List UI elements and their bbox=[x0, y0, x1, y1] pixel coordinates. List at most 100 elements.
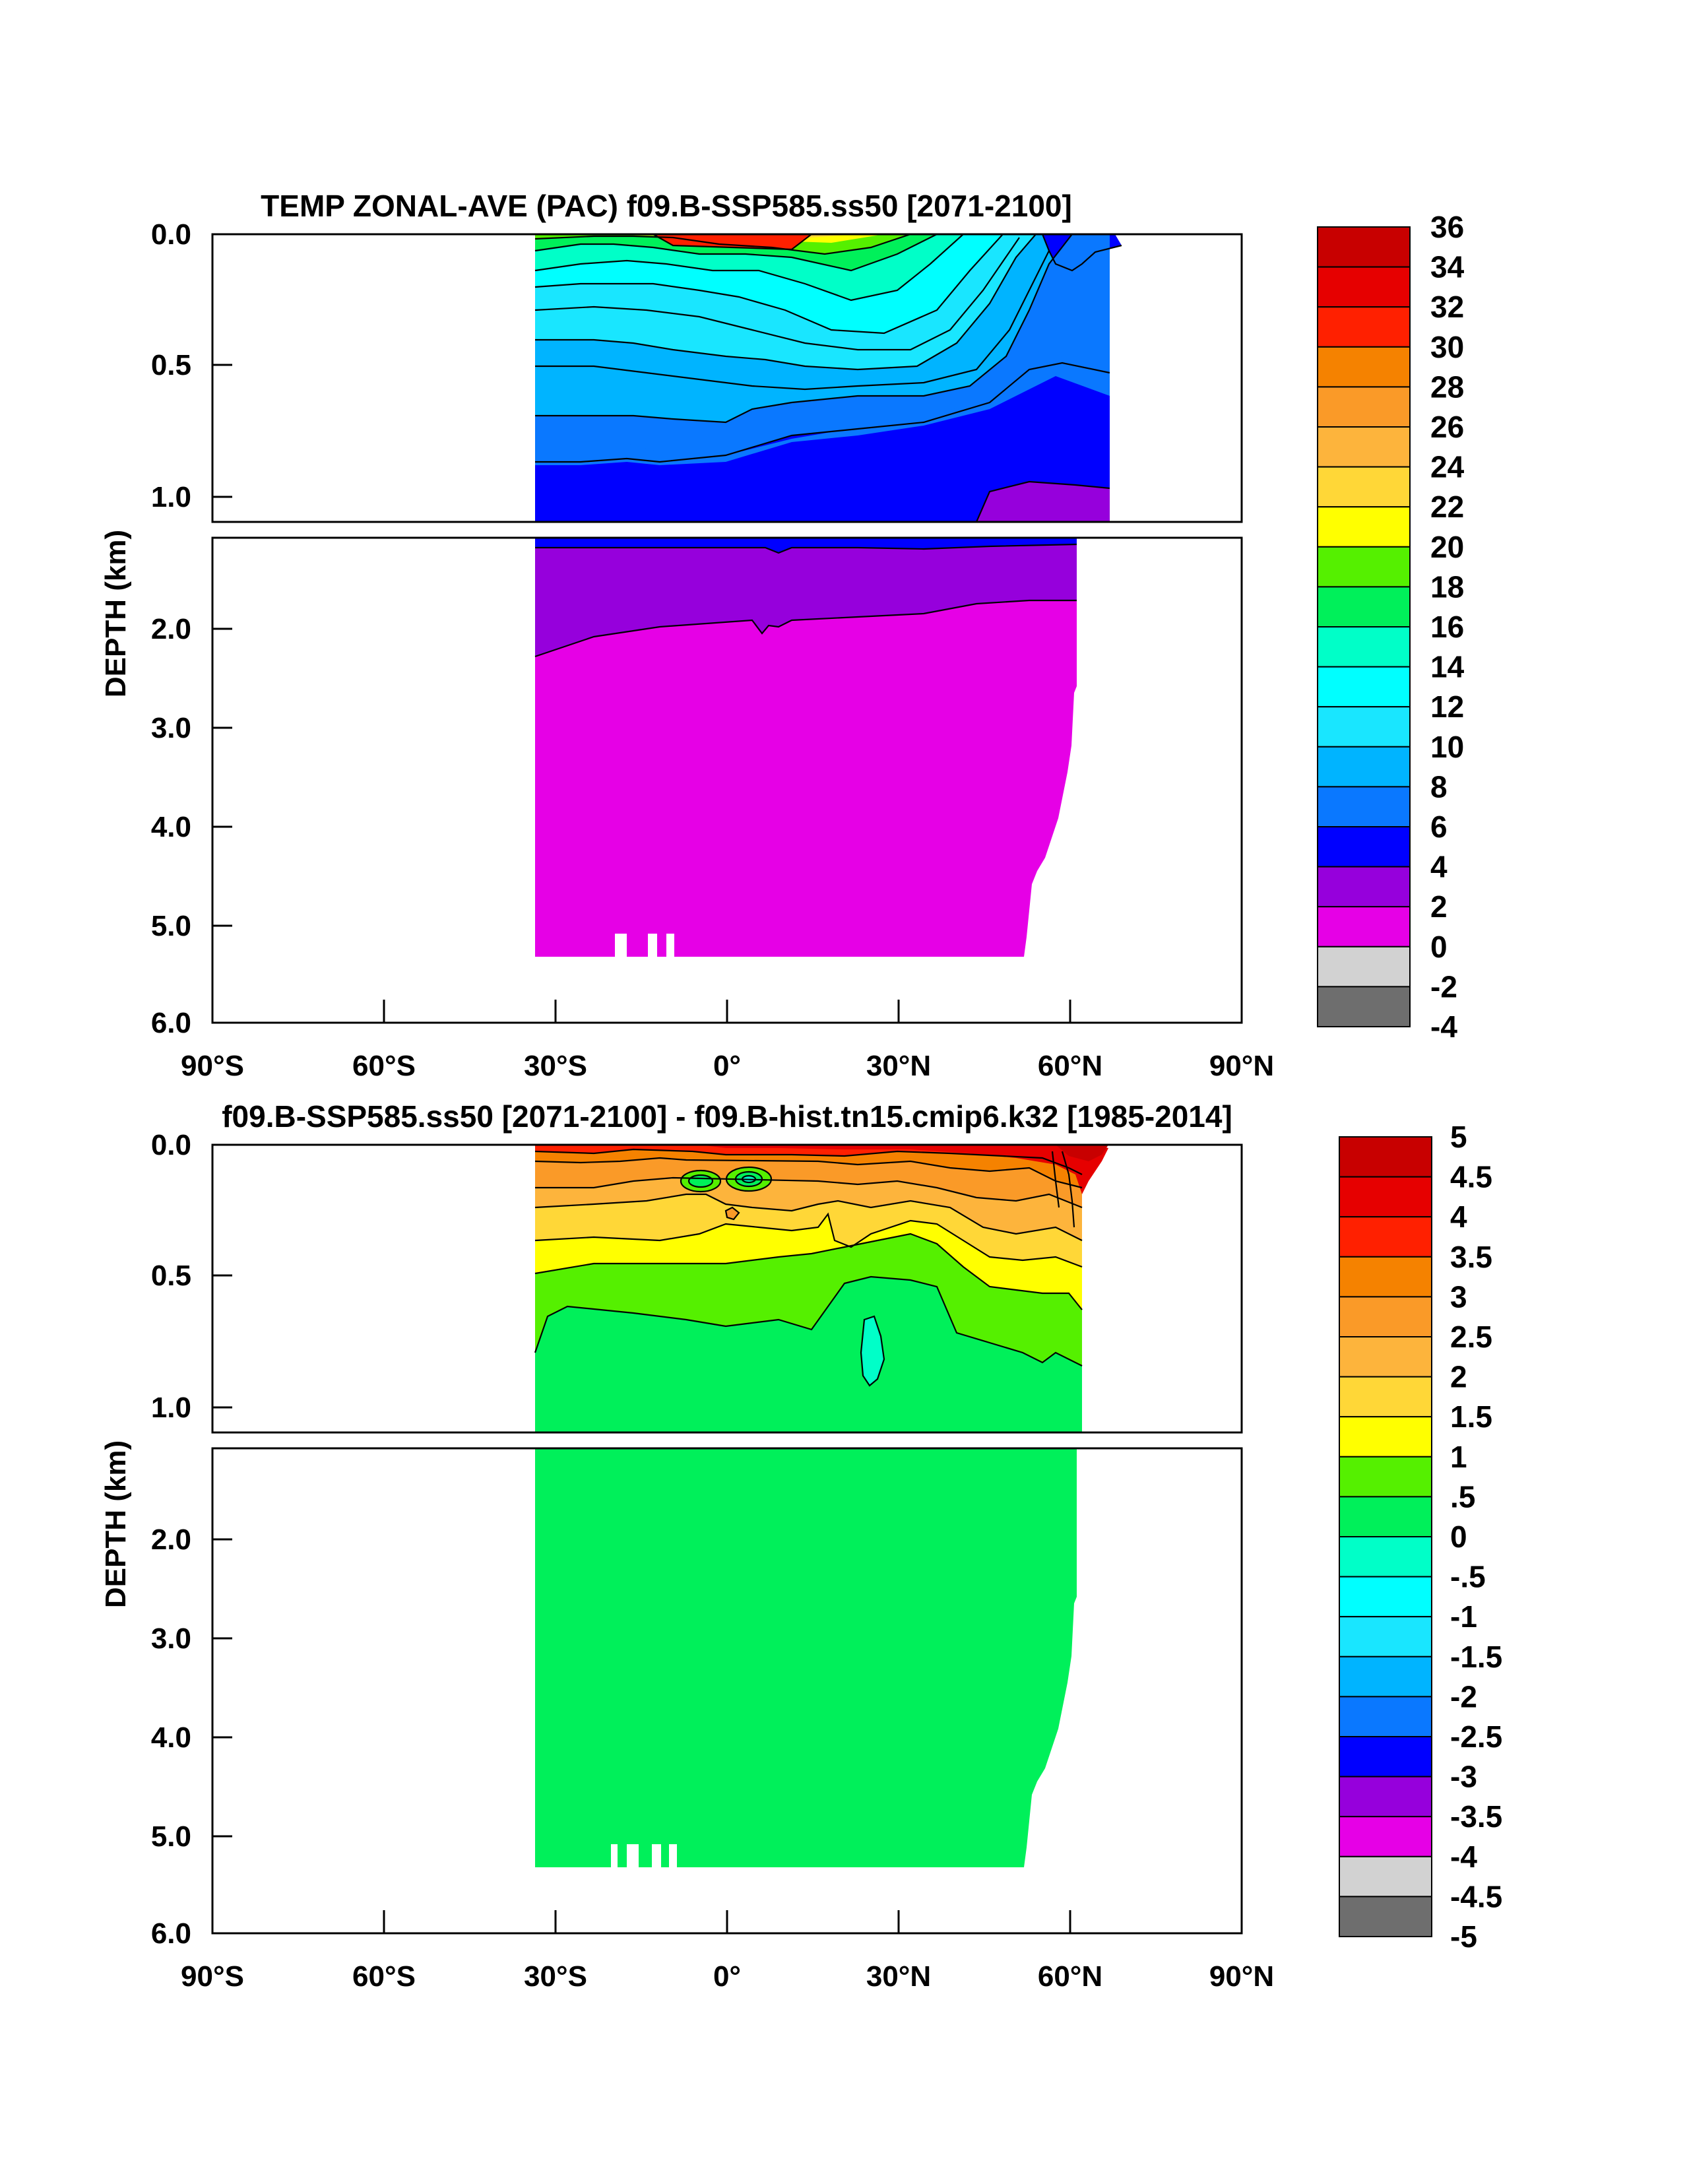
colorbar-swatch bbox=[1339, 1136, 1432, 1178]
colorbar-label: 0 bbox=[1450, 1520, 1467, 1554]
colorbar-label: 3.5 bbox=[1450, 1240, 1492, 1274]
colorbar-swatch bbox=[1317, 786, 1411, 828]
colorbar-swatch bbox=[1339, 1496, 1432, 1537]
colorbar-label: -2 bbox=[1450, 1679, 1477, 1714]
y-tick-label: 0.5 bbox=[151, 1260, 191, 1292]
colorbar-swatch bbox=[1339, 1776, 1432, 1818]
colorbar-swatch bbox=[1317, 386, 1411, 428]
colorbar-label: 32 bbox=[1430, 290, 1464, 324]
y-tick-label: 5.0 bbox=[151, 910, 191, 942]
colorbar-label: 28 bbox=[1430, 369, 1464, 404]
upper-plot-frame bbox=[211, 1143, 1243, 1434]
colorbar-label: 22 bbox=[1430, 490, 1464, 524]
colorbar-label: 4.5 bbox=[1450, 1160, 1492, 1194]
colorbar-swatch bbox=[1317, 626, 1411, 668]
upper-plot-frame bbox=[211, 233, 1243, 523]
colorbar-swatch bbox=[1339, 1736, 1432, 1778]
colorbar-label: -2.5 bbox=[1450, 1719, 1502, 1754]
y-tick-label: 1.0 bbox=[151, 481, 191, 513]
temperature-section-panel: TEMP ZONAL-AVE (PAC) f09.B-SSP585.ss50 [… bbox=[100, 189, 1465, 1082]
colorbar-swatch bbox=[1317, 706, 1411, 748]
x-tick-label: 60°N bbox=[1038, 1050, 1102, 1082]
colorbar-label: 20 bbox=[1430, 530, 1464, 564]
y-axis-ticks-upper bbox=[212, 1143, 232, 1409]
colorbar-label: 2 bbox=[1430, 889, 1448, 924]
lower-anomaly-fill bbox=[535, 1448, 1077, 1871]
colorbar-swatch bbox=[1317, 986, 1411, 1028]
y-axis-label: DEPTH (km) bbox=[100, 1440, 132, 1608]
colorbar-label: 18 bbox=[1430, 569, 1464, 604]
colorbar-swatch bbox=[1339, 1456, 1432, 1498]
colorbar-swatch bbox=[1317, 906, 1411, 947]
colorbar-label: 6 bbox=[1430, 810, 1448, 844]
colorbar-swatch bbox=[1339, 1376, 1432, 1418]
colorbar-swatch bbox=[1317, 306, 1411, 348]
x-tick-label: 30°N bbox=[866, 1960, 931, 1993]
colorbar-label: 24 bbox=[1430, 450, 1465, 484]
temperature-difference-panel: f09.B-SSP585.ss50 [2071-2100] - f09.B-hi… bbox=[100, 1099, 1502, 1993]
x-tick-label: 90°S bbox=[181, 1050, 244, 1082]
y-tick-label: 2.0 bbox=[151, 613, 191, 645]
chart-title: TEMP ZONAL-AVE (PAC) f09.B-SSP585.ss50 [… bbox=[261, 189, 1072, 223]
colorbar-swatch bbox=[1317, 946, 1411, 988]
upper-anomaly-fill bbox=[535, 1145, 1108, 1432]
colorbar-swatch bbox=[1339, 1655, 1432, 1698]
colorbar-label: 2.5 bbox=[1450, 1320, 1492, 1354]
y-axis-label: DEPTH (km) bbox=[100, 530, 132, 697]
x-tick-label: 0° bbox=[713, 1960, 741, 1993]
colorbar-swatch bbox=[1339, 1536, 1432, 1578]
colorbar-label: 26 bbox=[1430, 410, 1464, 444]
y-tick-label: 0.0 bbox=[151, 218, 191, 251]
colorbar-label: -1 bbox=[1450, 1599, 1477, 1634]
colorbar-label: 1.5 bbox=[1450, 1399, 1492, 1434]
x-tick-label: 60°S bbox=[352, 1050, 416, 1082]
colorbar-swatch bbox=[1317, 546, 1411, 588]
colorbar-label: 16 bbox=[1430, 610, 1464, 644]
upper-anomaly-contours bbox=[534, 1148, 1083, 1387]
colorbar-label: -2 bbox=[1430, 969, 1457, 1004]
x-tick-label: 90°S bbox=[181, 1960, 244, 1993]
chart-title: f09.B-SSP585.ss50 [2071-2100] - f09.B-hi… bbox=[222, 1099, 1232, 1134]
y-axis-ticks-lower bbox=[212, 627, 232, 927]
x-tick-label: 90°N bbox=[1209, 1050, 1274, 1082]
colorbar-swatch bbox=[1339, 1176, 1432, 1218]
colorbar-swatch bbox=[1317, 866, 1411, 908]
upper-isotherm-lines bbox=[534, 234, 1122, 522]
x-tick-label: 30°S bbox=[524, 1960, 587, 1993]
x-axis-ticks bbox=[383, 1000, 1071, 1023]
colorbar-label: -4 bbox=[1450, 1840, 1477, 1874]
colorbar-label: 30 bbox=[1430, 330, 1464, 364]
colorbar-swatch bbox=[1339, 1216, 1432, 1258]
colorbar-label: 10 bbox=[1430, 730, 1464, 764]
y-axis-ticks-lower bbox=[212, 1538, 232, 1838]
colorbar-swatch bbox=[1339, 1696, 1432, 1737]
y-tick-label: 3.0 bbox=[151, 1622, 191, 1655]
x-tick-label: 0° bbox=[713, 1050, 741, 1082]
colorbar-swatch bbox=[1317, 666, 1411, 708]
colorbar-swatch bbox=[1317, 586, 1411, 628]
y-tick-label: 4.0 bbox=[151, 1721, 191, 1754]
y-tick-label: 6.0 bbox=[151, 1917, 191, 1950]
colorbar-swatch bbox=[1339, 1576, 1432, 1618]
colorbar-label: 1 bbox=[1450, 1440, 1467, 1474]
colorbar-swatch bbox=[1317, 426, 1411, 468]
colorbar-swatch bbox=[1317, 746, 1411, 788]
colorbar-label: -5 bbox=[1450, 1919, 1477, 1954]
colorbar-label: 34 bbox=[1430, 250, 1465, 284]
colorbar-label: 36 bbox=[1430, 210, 1464, 244]
colorbar-label: -4 bbox=[1430, 1010, 1457, 1044]
y-tick-label: 5.0 bbox=[151, 1820, 191, 1853]
y-tick-label: 1.0 bbox=[151, 1392, 191, 1424]
colorbar-label: 4 bbox=[1450, 1200, 1467, 1234]
colorbar-label: 3 bbox=[1450, 1279, 1467, 1314]
x-axis-ticks bbox=[383, 1910, 1071, 1933]
x-tick-label: 90°N bbox=[1209, 1960, 1274, 1993]
lower-isotherm-lines bbox=[534, 543, 1077, 658]
x-tick-label: 60°N bbox=[1038, 1960, 1102, 1993]
colorbar-label: 2 bbox=[1450, 1360, 1467, 1394]
colorbar-swatch bbox=[1339, 1336, 1432, 1378]
colorbar-swatch bbox=[1339, 1416, 1432, 1458]
colorbar-label: -3 bbox=[1450, 1760, 1477, 1794]
colorbar-label: 5 bbox=[1450, 1120, 1467, 1154]
